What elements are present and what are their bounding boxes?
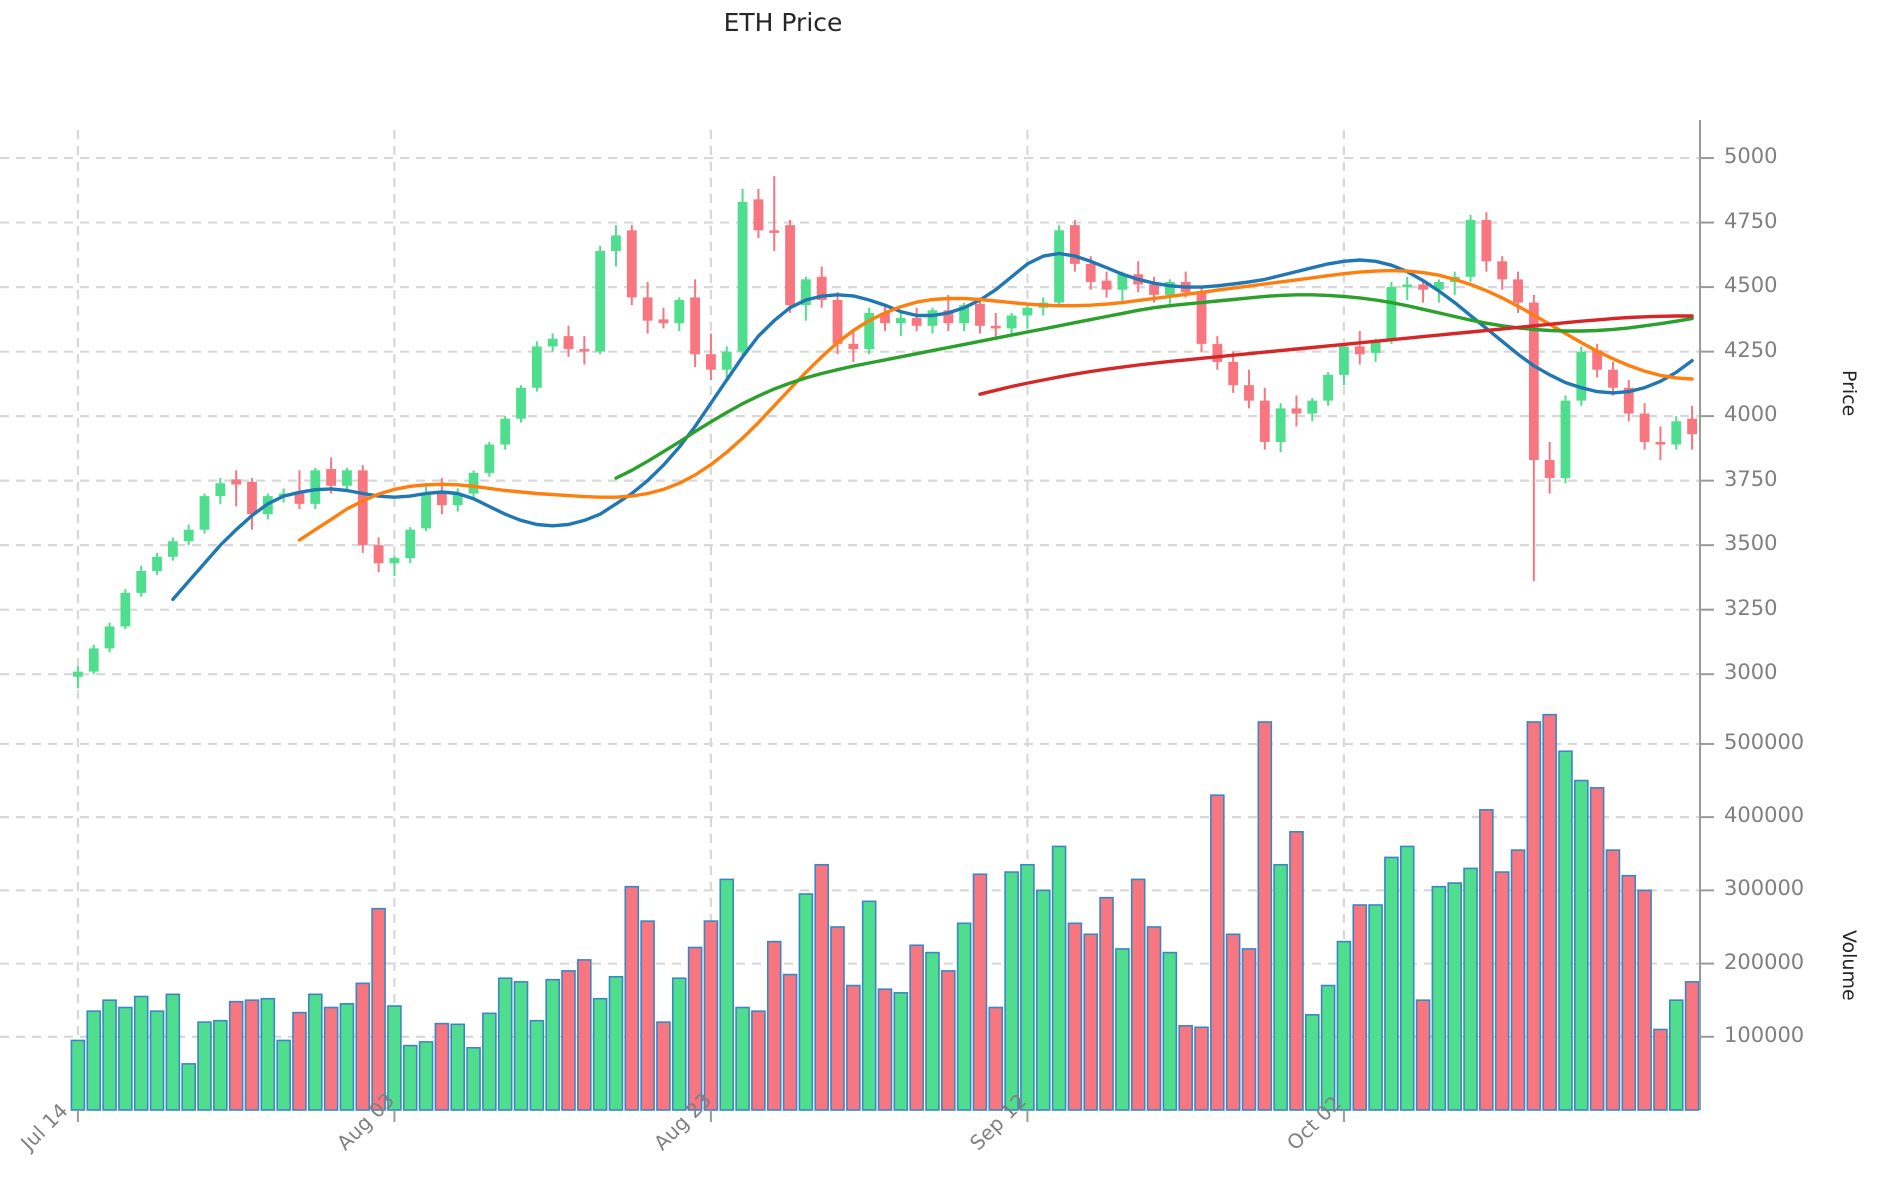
axis-tickmarks: [76, 157, 1714, 1122]
chart-title: ETH Price: [723, 8, 843, 37]
price-tick-label: 3250: [1724, 595, 1778, 620]
volume-axis-label: Volume: [1838, 930, 1860, 1001]
price-tick-label: 4500: [1724, 273, 1778, 298]
price-tick-label: 4750: [1724, 208, 1778, 233]
volume-tick-label: 200000: [1724, 949, 1805, 974]
candlestick-series: [73, 176, 1697, 689]
volume-bars: [70, 713, 1700, 1111]
price-axis-label: Price: [1838, 370, 1860, 417]
volume-tick-label: 300000: [1724, 876, 1805, 901]
price-tick-label: 3750: [1724, 466, 1778, 491]
gridlines: [0, 130, 1700, 1110]
volume-tick-label: 500000: [1724, 729, 1805, 754]
moving-average-lines: [171, 251, 1694, 602]
price-tick-label: 3000: [1724, 660, 1778, 685]
volume-tick-label: 100000: [1724, 1022, 1805, 1047]
price-tick-label: 5000: [1724, 144, 1778, 169]
price-tick-label: 4250: [1724, 337, 1778, 362]
price-tick-label: 3500: [1724, 531, 1778, 556]
volume-tick-label: 400000: [1724, 803, 1805, 828]
price-tick-label: 4000: [1724, 402, 1778, 427]
